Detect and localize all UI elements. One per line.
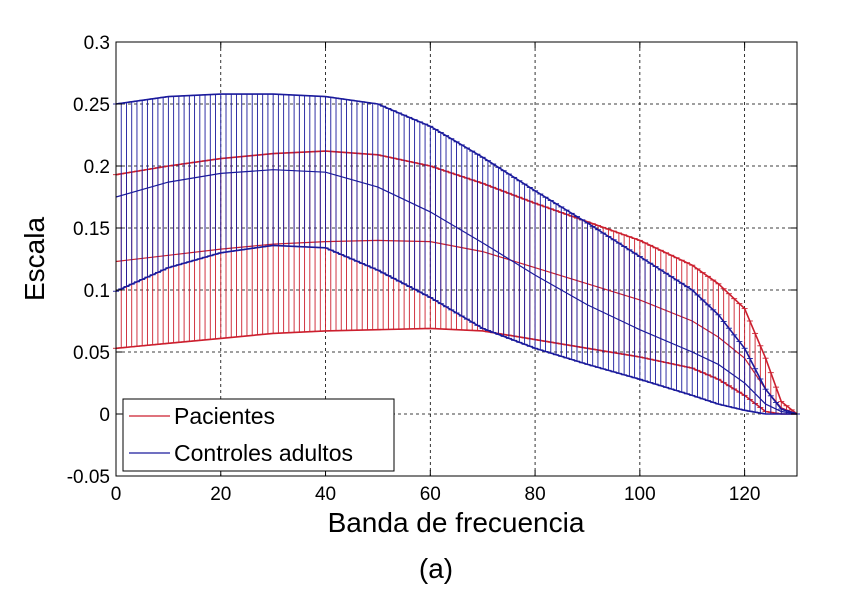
- figure-caption: (a): [419, 553, 453, 584]
- x-tick-label: 100: [624, 484, 656, 505]
- y-tick-label: 0.05: [73, 343, 110, 364]
- y-tick-label: 0: [99, 405, 110, 426]
- axis-ticks: 0 20 40 60 80 100 120-0.0500.050.10.150.20.250…: [67, 33, 797, 505]
- x-tick-label: 80: [525, 484, 546, 505]
- legend-label-pacientes: Pacientes: [174, 403, 275, 429]
- upper-envelope: [115, 93, 798, 415]
- plot-frame: [115, 41, 798, 477]
- lower-envelope: [115, 244, 797, 415]
- x-tick-label: 60: [420, 484, 441, 505]
- x-tick-label: 120: [729, 484, 761, 505]
- legend-box: [122, 398, 395, 472]
- y-tick-label: -0.05: [67, 467, 110, 488]
- series-controles-adultos: [113, 93, 800, 415]
- x-tick-label: 20: [210, 484, 231, 505]
- mean-line: [115, 169, 798, 415]
- y-tick-label: 0.1: [84, 281, 110, 302]
- legend-label-controles: Controles adultos: [174, 440, 353, 466]
- y-tick-label: 0.2: [84, 157, 110, 178]
- y-tick-label: 0.25: [73, 95, 110, 116]
- legend: Pacientes Controles adultos: [122, 398, 395, 472]
- y-tick-label: 0.15: [73, 219, 110, 240]
- y-tick-label: 0.3: [84, 33, 110, 54]
- x-tick-label: 40: [315, 484, 336, 505]
- x-axis-label: Banda de frecuencia: [328, 507, 585, 538]
- x-tick-label: 0: [111, 484, 122, 505]
- y-axis-label: Escala: [19, 217, 50, 301]
